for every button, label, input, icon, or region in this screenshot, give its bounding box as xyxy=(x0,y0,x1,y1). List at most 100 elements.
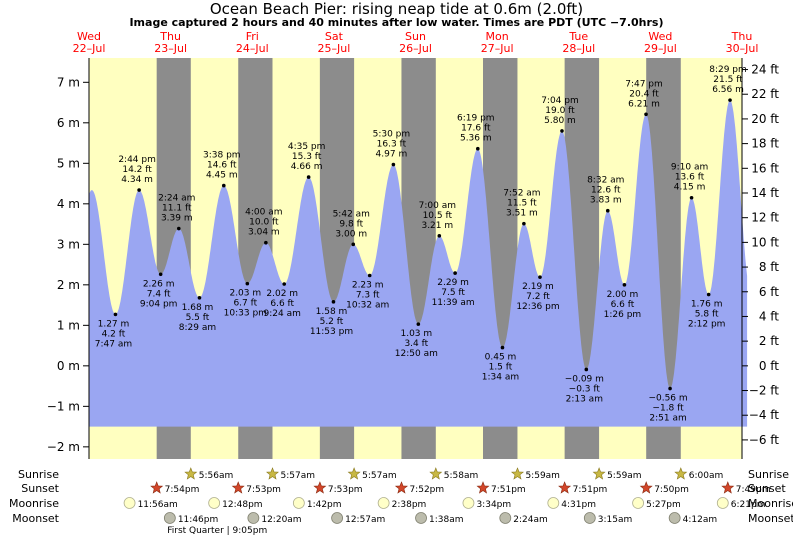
moonset-icon xyxy=(499,512,512,524)
day-name-label: Sat xyxy=(325,30,344,43)
moonset-time: 2:24am xyxy=(513,515,548,525)
y-tick-label-ft: −6 ft xyxy=(749,433,780,447)
tide-point xyxy=(584,367,589,372)
sunrise-star-icon xyxy=(347,467,361,480)
sunset-time: 7:51pm xyxy=(573,485,608,495)
chart-title: Ocean Beach Pier: rising neap tide at 0.… xyxy=(209,0,584,18)
tide-label: 4.97 m xyxy=(376,150,408,160)
tide-label: 2:13 am xyxy=(566,394,603,404)
moonrise-icon xyxy=(632,497,644,509)
moonset-icon xyxy=(415,512,427,524)
tide-label: −0.09 m xyxy=(565,374,604,384)
tide-label: 10:33 pm xyxy=(224,309,267,319)
tide-point xyxy=(728,98,732,102)
tide-point xyxy=(622,283,627,287)
tide-point xyxy=(367,273,372,278)
sunrise-time: 5:56am xyxy=(199,471,234,481)
tide-label: 4.34 m xyxy=(121,175,153,185)
tide-label: 3.00 m xyxy=(335,229,367,239)
sunset-time: 7:53pm xyxy=(246,485,281,495)
tide-label: 1.03 m xyxy=(400,329,432,339)
sunrise-time: 6:00am xyxy=(689,471,724,481)
tide-label: 9.8 ft xyxy=(339,219,363,229)
y-tick-label-m: 5 m xyxy=(57,156,80,170)
tide-label: 9:10 am xyxy=(671,163,708,173)
day-date-label: 25–Jul xyxy=(317,42,350,55)
moonrise-icon xyxy=(716,497,729,509)
tide-label: 8:32 am xyxy=(587,176,624,186)
row-label-right: Sunset xyxy=(748,482,786,495)
y-tick-label-ft: 10 ft xyxy=(751,235,779,249)
tide-point xyxy=(113,312,118,317)
sunset-time: 7:54pm xyxy=(165,485,200,495)
tide-label: 12:36 pm xyxy=(516,302,559,312)
tide-label: 10.0 ft xyxy=(249,218,279,228)
tide-label: 5.8 ft xyxy=(695,310,719,320)
tide-label: 3.83 m xyxy=(590,196,622,206)
sunrise-time: 5:57am xyxy=(280,471,315,481)
tide-label: 6.6 ft xyxy=(270,299,294,309)
y-tick-label-m: −2 m xyxy=(47,440,80,454)
sunset-time: 7:53pm xyxy=(328,485,363,495)
tide-label: −0.3 ft xyxy=(569,384,601,394)
tide-label: 17.6 ft xyxy=(461,124,491,134)
sunrise-star-icon xyxy=(674,467,688,480)
tide-label: 2:12 pm xyxy=(688,320,726,330)
tide-label: 10:32 am xyxy=(346,301,389,311)
moonrise-time: 11:56am xyxy=(138,500,178,510)
sunrise-time: 5:59am xyxy=(607,471,642,481)
sunrise-star-icon xyxy=(592,467,606,480)
tide-label: 11:39 am xyxy=(432,298,475,308)
tide-point xyxy=(560,129,564,133)
row-label-left: Moonrise xyxy=(9,497,59,510)
tide-label: 3.21 m xyxy=(421,221,453,231)
tide-point xyxy=(538,275,542,279)
tide-point xyxy=(351,242,356,247)
day-name-label: Fri xyxy=(246,30,259,43)
tide-label: 7:47 pm xyxy=(625,79,663,89)
tide-label: 5.36 m xyxy=(460,134,492,144)
tide-label: 13.6 ft xyxy=(675,173,705,183)
tide-label: 3.4 ft xyxy=(404,339,428,349)
tide-point xyxy=(522,221,526,226)
tide-label: 7.4 ft xyxy=(147,289,171,299)
tide-point xyxy=(306,175,311,179)
sunset-time: 7:49pm xyxy=(736,485,771,495)
tide-point xyxy=(158,272,163,277)
row-label-right: Moonset xyxy=(748,512,793,525)
tide-label: 2:24 am xyxy=(158,194,195,204)
tide-label: 3.51 m xyxy=(506,209,538,219)
tide-label: 19.0 ft xyxy=(545,106,575,116)
moonset-icon xyxy=(331,512,344,524)
tide-point xyxy=(476,146,480,151)
tide-label: −1.8 ft xyxy=(652,404,684,414)
sunset-star-icon xyxy=(394,481,408,494)
tide-label: 2.03 m xyxy=(229,289,261,299)
moonrise-icon xyxy=(123,497,136,509)
y-tick-label-m: 1 m xyxy=(57,318,80,332)
moonrise-time: 5:27pm xyxy=(646,500,681,510)
y-tick-label-ft: 8 ft xyxy=(759,260,779,274)
tide-label: 8:29 pm xyxy=(709,65,747,75)
tide-label: 1.58 m xyxy=(316,307,348,317)
tide-label: −0.56 m xyxy=(648,394,687,404)
tide-label: 4.2 ft xyxy=(102,329,126,339)
row-label-left: Moonset xyxy=(12,512,59,525)
day-name-label: Sun xyxy=(405,30,426,43)
tide-label: 5.5 ft xyxy=(186,313,210,323)
y-tick-label-m: 3 m xyxy=(57,237,80,251)
moonset-icon xyxy=(163,512,176,524)
tide-point xyxy=(689,195,694,200)
tide-point xyxy=(706,292,711,297)
y-tick-label-ft: 4 ft xyxy=(759,309,779,323)
moonrise-time: 12:48pm xyxy=(222,500,262,510)
tide-point xyxy=(176,226,181,231)
moonrise-icon xyxy=(547,497,560,509)
tide-label: 2.00 m xyxy=(607,290,639,300)
sunrise-star-icon xyxy=(184,467,198,480)
sunset-time: 7:50pm xyxy=(654,485,689,495)
tide-label: 7:47 am xyxy=(95,339,132,349)
y-tick-label-ft: −2 ft xyxy=(749,384,780,398)
day-date-label: 26–Jul xyxy=(399,42,432,55)
